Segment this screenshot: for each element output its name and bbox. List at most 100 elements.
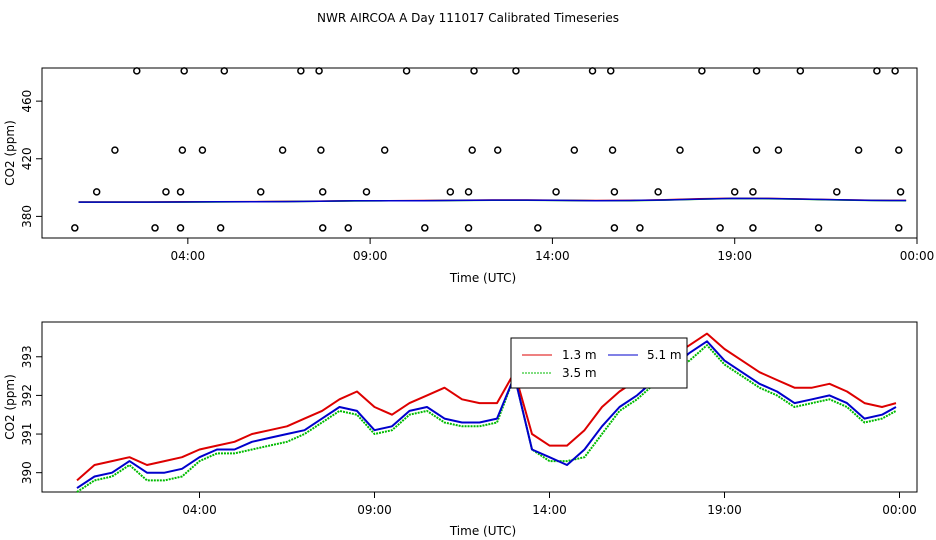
scatter-point [512, 67, 520, 75]
scatter-point [833, 188, 841, 196]
bottom-x-tick-label: 00:00 [882, 503, 917, 517]
legend-box [510, 337, 688, 389]
scatter-point [534, 224, 542, 232]
top-y-axis: 380 420 460 [20, 90, 42, 228]
top-x-label: Time (UTC) [449, 271, 516, 285]
scatter-point [315, 67, 323, 75]
scatter-point [730, 188, 739, 196]
scatter-point [895, 224, 903, 232]
scatter-point [380, 146, 389, 154]
top-x-tick-label: 00:00 [900, 249, 935, 263]
scatter-point [698, 67, 706, 75]
scatter-point [111, 146, 119, 154]
figure-title: NWR AIRCOA A Day 111017 Calibrated Times… [317, 11, 619, 25]
scatter-point [493, 146, 502, 154]
top-series-line-blue [78, 197, 907, 203]
scatter-point [610, 224, 619, 232]
top-scatter-points [71, 67, 905, 232]
bottom-y-tick-label: 393 [20, 345, 34, 368]
bottom-x-label: Time (UTC) [449, 524, 516, 538]
top-panel: 380 420 460 04:00 09:00 14:00 19:00 00:00 Time… [3, 67, 935, 285]
scatter-point [180, 67, 188, 75]
scatter-point [654, 188, 662, 196]
scatter-point [896, 188, 905, 196]
scatter-point [570, 146, 579, 154]
scatter-point [552, 188, 560, 196]
scatter-point [749, 224, 757, 232]
top-x-axis: 04:00 09:00 14:00 19:00 00:00 [171, 238, 935, 263]
scatter-point [198, 146, 207, 154]
scatter-point [362, 188, 371, 196]
bottom-x-axis: 04:00 09:00 14:00 19:00 00:00 [182, 492, 917, 517]
bottom-x-tick-label: 19:00 [707, 503, 742, 517]
scatter-point [464, 188, 473, 196]
scatter-point [895, 146, 903, 154]
top-y-tick-label: 380 [20, 205, 34, 228]
scatter-point [716, 224, 724, 232]
scatter-point [636, 224, 644, 232]
bottom-x-tick-label: 04:00 [182, 503, 217, 517]
scatter-point [318, 224, 327, 232]
top-x-tick-label: 04:00 [171, 249, 206, 263]
scatter-point [297, 67, 305, 75]
bottom-y-tick-label: 390 [20, 461, 34, 484]
scatter-point [402, 67, 411, 75]
scatter-point [278, 146, 287, 154]
top-y-tick-label: 460 [20, 90, 34, 113]
scatter-point [891, 67, 899, 75]
scatter-point [749, 188, 757, 196]
scatter-point [421, 224, 429, 232]
top-x-tick-label: 09:00 [353, 249, 388, 263]
bottom-x-tick-label: 09:00 [357, 503, 392, 517]
scatter-point [796, 67, 805, 75]
bottom-series-line-red [76, 332, 897, 482]
bottom-y-label: CO2 (ppm) [3, 374, 17, 440]
scatter-point [588, 67, 597, 75]
scatter-point [318, 188, 327, 196]
top-y-label: CO2 (ppm) [3, 120, 17, 186]
bottom-y-axis: 390 391 392 393 [20, 345, 42, 484]
bottom-y-tick-label: 391 [20, 423, 34, 446]
legend-label-1-3m: 1.3 m [562, 348, 597, 362]
bottom-plot-frame [41, 321, 918, 493]
scatter-point [774, 146, 783, 154]
top-x-tick-label: 19:00 [717, 249, 752, 263]
scatter-point [178, 146, 187, 154]
scatter-point [216, 224, 225, 232]
scatter-point [220, 67, 229, 75]
scatter-point [176, 188, 185, 196]
bottom-x-tick-label: 14:00 [532, 503, 567, 517]
legend: 1.3 m 5.1 m 3.5 m [510, 337, 688, 389]
scatter-point [610, 188, 619, 196]
scatter-point [470, 67, 478, 75]
scatter-point [151, 224, 159, 232]
scatter-point [468, 146, 476, 154]
scatter-point [814, 224, 823, 232]
top-x-tick-label: 14:00 [535, 249, 570, 263]
scatter-point [317, 146, 325, 154]
scatter-point [752, 146, 761, 154]
scatter-point [176, 224, 185, 232]
scatter-point [257, 188, 265, 196]
scatter-point [344, 224, 352, 232]
bottom-y-tick-label: 392 [20, 384, 34, 407]
scatter-point [854, 146, 863, 154]
legend-label-5-1m: 5.1 m [647, 348, 682, 362]
scatter-point [752, 67, 761, 75]
top-series-lines [78, 197, 907, 203]
scatter-point [92, 188, 101, 196]
scatter-point [133, 67, 141, 75]
scatter-point [464, 224, 473, 232]
scatter-point [608, 146, 617, 154]
legend-label-3-5m: 3.5 m [562, 366, 597, 380]
scatter-point [162, 188, 170, 196]
bottom-series-line-green [76, 344, 897, 493]
scatter-point [873, 67, 881, 75]
scatter-point [676, 146, 684, 154]
scatter-point [71, 224, 79, 232]
bottom-panel: 390 391 392 393 04:00 09:00 14:00 19:00 00:00 T… [3, 321, 918, 538]
scatter-point [446, 188, 455, 196]
bottom-series-lines [76, 332, 897, 493]
bottom-series-line-blue [76, 340, 897, 489]
